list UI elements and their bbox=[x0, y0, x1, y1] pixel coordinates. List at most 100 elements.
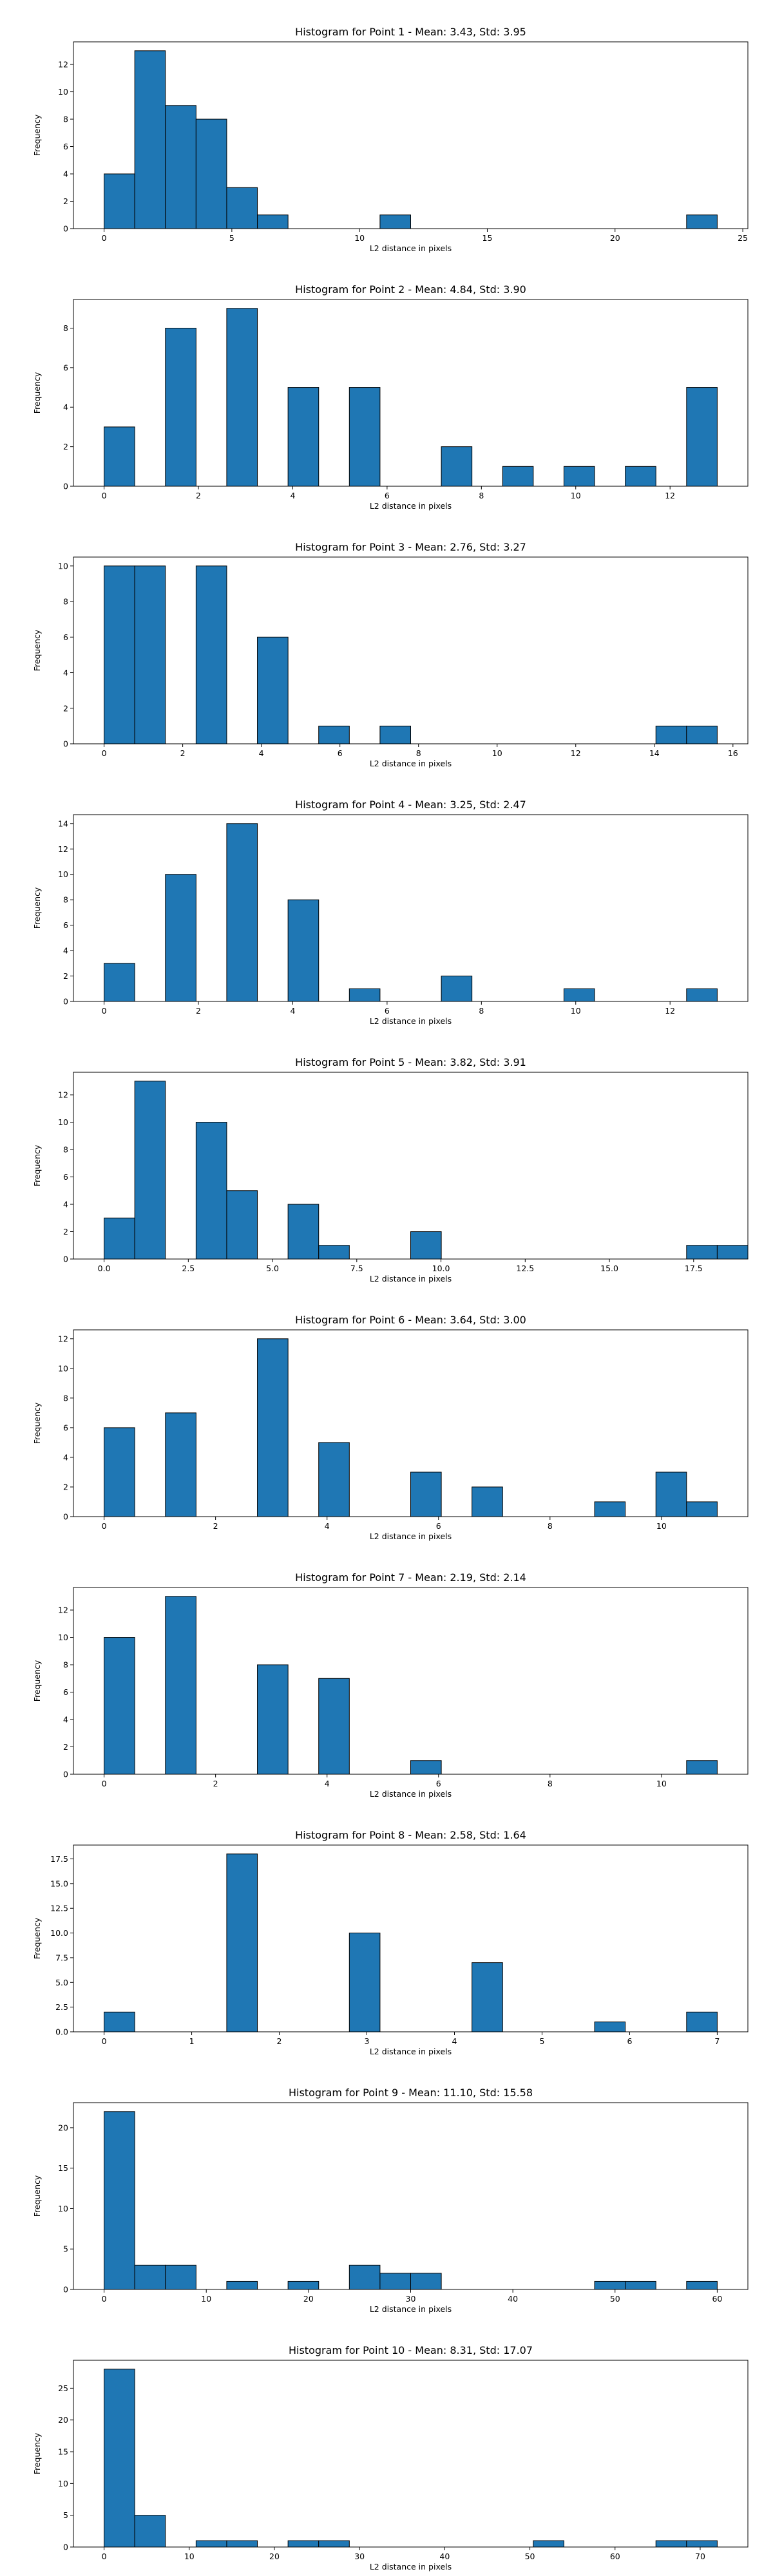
histogram-bar bbox=[379, 725, 411, 744]
histogram-panel-4: 0 2 4 6 8 10 12 0 2 4 6 8 10 12 14 Histogram for Point … bbox=[32, 799, 749, 1026]
y-tick-label: 10 bbox=[58, 1633, 68, 1642]
x-tick-label: 10 bbox=[656, 1779, 667, 1788]
x-axis-label: L2 distance in pixels bbox=[370, 1274, 452, 1283]
x-tick-label: 0 bbox=[102, 2294, 107, 2304]
y-tick-label: 6 bbox=[63, 363, 68, 372]
x-tick-label: 5 bbox=[229, 233, 234, 243]
y-tick-label: 7.5 bbox=[55, 1953, 68, 1962]
x-tick-label: 2 bbox=[277, 2036, 282, 2046]
x-tick-label: 10 bbox=[184, 2552, 195, 2561]
x-tick-label: 2 bbox=[180, 748, 186, 758]
x-tick-label: 7.5 bbox=[350, 1264, 363, 1273]
histogram-bar bbox=[165, 1412, 196, 1517]
y-tick-label: 8 bbox=[63, 1660, 68, 1670]
histogram-panel-9: 0 10 20 30 40 50 60 0 5 10 15 20 Histogram for Point… bbox=[32, 2087, 749, 2314]
histogram-bar bbox=[318, 1678, 350, 1775]
histogram-bar bbox=[226, 1853, 258, 2032]
histogram-bar bbox=[195, 565, 227, 744]
y-tick-label: 8 bbox=[63, 323, 68, 333]
x-tick-label: 8 bbox=[548, 1521, 553, 1531]
y-tick-label: 2 bbox=[63, 442, 68, 451]
histogram-bar bbox=[104, 173, 135, 229]
y-tick-label: 10 bbox=[58, 2479, 68, 2488]
x-axis-label: L2 distance in pixels bbox=[370, 1531, 452, 1541]
plot-frame bbox=[73, 556, 749, 744]
y-tick-label: 0 bbox=[63, 1512, 68, 1522]
histogram-bar bbox=[348, 2264, 381, 2290]
x-tick-label: 6 bbox=[385, 1006, 390, 1016]
histogram-bar bbox=[686, 1501, 718, 1517]
histogram-bar bbox=[226, 2280, 258, 2290]
x-tick-label: 4 bbox=[290, 491, 295, 500]
y-axis-label: Frequency bbox=[32, 1402, 42, 1444]
y-tick-label: 0 bbox=[63, 2543, 68, 2552]
x-tick-label: 20 bbox=[610, 233, 620, 243]
histogram-bar bbox=[226, 823, 258, 1002]
histogram-bar bbox=[318, 1442, 350, 1517]
x-axis-label: L2 distance in pixels bbox=[370, 1016, 452, 1026]
y-axis-label: Frequency bbox=[32, 2175, 42, 2217]
x-tick-label: 0 bbox=[102, 491, 107, 500]
x-tick-label: 15 bbox=[482, 233, 493, 243]
x-tick-label: 8 bbox=[416, 748, 421, 758]
chart-title: Histogram for Point 5 - Mean: 3.82, Std:… bbox=[295, 1056, 526, 1068]
histogram-bar bbox=[134, 2264, 166, 2290]
y-tick-label: 12 bbox=[58, 844, 68, 854]
x-tick-label: 0.0 bbox=[98, 1264, 111, 1273]
histogram-bar bbox=[441, 446, 473, 487]
y-tick-label: 10 bbox=[58, 1363, 68, 1373]
y-tick-label: 4 bbox=[63, 1452, 68, 1462]
histogram-bar bbox=[686, 988, 718, 1002]
plot-frame bbox=[73, 2360, 749, 2548]
histogram-bar bbox=[379, 214, 411, 229]
histogram-bar bbox=[287, 899, 320, 1002]
histogram-bar bbox=[348, 988, 381, 1002]
histogram-bar bbox=[472, 1486, 503, 1517]
histogram-bar bbox=[165, 874, 196, 1002]
y-tick-label: 15 bbox=[58, 2163, 68, 2173]
histogram-bar bbox=[655, 2540, 687, 2548]
x-tick-label: 1 bbox=[189, 2036, 195, 2046]
x-tick-label: 6 bbox=[436, 1779, 441, 1788]
y-tick-label: 8 bbox=[63, 895, 68, 905]
y-tick-label: 12 bbox=[58, 1334, 68, 1343]
y-tick-label: 8 bbox=[63, 1393, 68, 1403]
histogram-bar bbox=[686, 1760, 718, 1775]
x-tick-label: 0 bbox=[102, 1779, 107, 1788]
y-tick-label: 12.5 bbox=[50, 1904, 68, 1913]
x-tick-label: 6 bbox=[436, 1521, 441, 1531]
x-tick-label: 70 bbox=[695, 2552, 705, 2561]
x-tick-label: 0 bbox=[102, 2036, 107, 2046]
y-tick-label: 4 bbox=[63, 1200, 68, 1209]
x-axis-label: L2 distance in pixels bbox=[370, 243, 452, 253]
histogram-bar bbox=[195, 2540, 227, 2548]
y-tick-label: 2 bbox=[63, 1742, 68, 1752]
histogram-bar bbox=[502, 466, 534, 487]
y-tick-label: 10 bbox=[58, 561, 68, 571]
x-tick-label: 40 bbox=[508, 2294, 518, 2304]
x-tick-label: 8 bbox=[548, 1779, 553, 1788]
histogram-bar bbox=[104, 963, 135, 1002]
histogram-bar bbox=[594, 2022, 626, 2032]
histogram-bar bbox=[686, 725, 718, 744]
x-tick-label: 4 bbox=[290, 1006, 295, 1016]
x-tick-label: 4 bbox=[452, 2036, 457, 2046]
y-tick-label: 12 bbox=[58, 1090, 68, 1100]
y-tick-label: 2 bbox=[63, 1482, 68, 1492]
x-tick-label: 50 bbox=[525, 2552, 535, 2561]
y-tick-label: 5 bbox=[63, 2510, 68, 2520]
x-tick-label: 20 bbox=[303, 2294, 314, 2304]
histogram-bar bbox=[563, 988, 595, 1002]
histogram-bar bbox=[257, 1664, 289, 1775]
x-tick-label: 10 bbox=[571, 491, 581, 500]
x-tick-label: 5.0 bbox=[266, 1264, 279, 1273]
y-tick-label: 10 bbox=[58, 869, 68, 879]
plot-frame bbox=[73, 1072, 749, 1260]
x-tick-label: 7 bbox=[714, 2036, 720, 2046]
histogram-bar bbox=[410, 2273, 442, 2290]
x-tick-label: 6 bbox=[627, 2036, 632, 2046]
x-axis-label: L2 distance in pixels bbox=[370, 2304, 452, 2314]
histogram-panel-5: 0.0 2.5 5.0 7.5 10.0 12.5 15.0 17.5 0 2 4 6 8 10 12 His… bbox=[32, 1056, 749, 1283]
y-axis-label: Frequency bbox=[32, 1144, 42, 1186]
